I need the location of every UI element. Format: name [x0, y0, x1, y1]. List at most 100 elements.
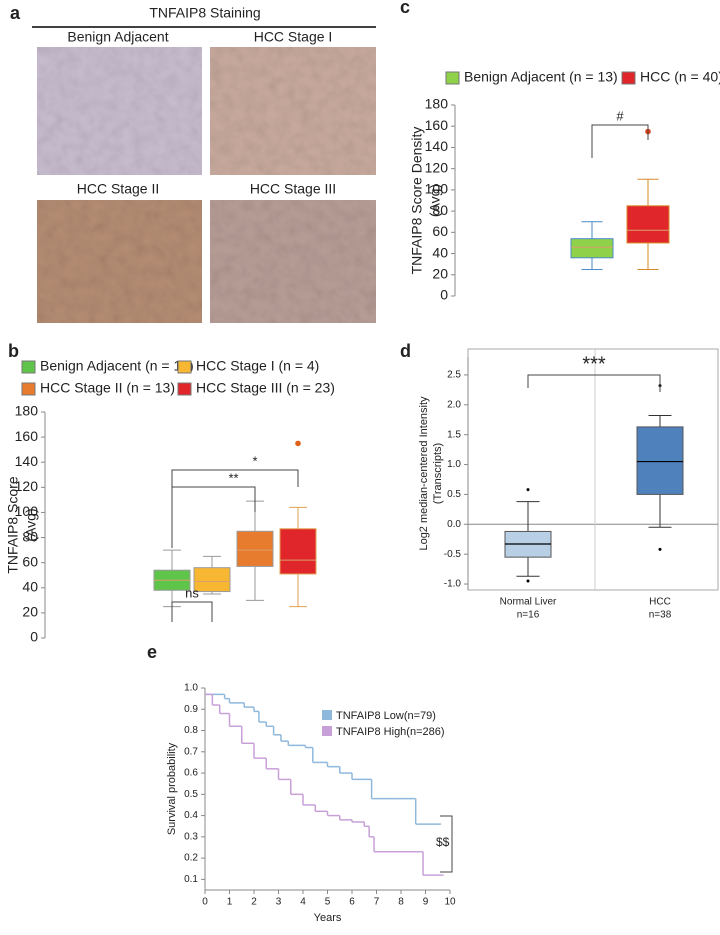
- legend-label: TNFAIP8 Low(n=79): [336, 710, 436, 722]
- x-tick-label: HCC: [649, 597, 671, 608]
- y-tick-label: 100: [425, 181, 449, 197]
- y-tick-label: 0.1: [184, 874, 198, 885]
- y-tick-label: 2.0: [447, 399, 461, 410]
- image-label: HCC Stage I: [254, 29, 333, 45]
- micrograph: [37, 200, 202, 323]
- y-axis-label: (Avg): [23, 508, 39, 541]
- y-tick-label: 40: [22, 578, 38, 594]
- panel-title: TNFAIP8 Staining: [149, 5, 260, 21]
- significance-label: *: [252, 453, 257, 468]
- x-tick-label: 2: [251, 897, 257, 908]
- y-tick-label: 0.6: [184, 768, 198, 779]
- significance-label: ***: [582, 353, 606, 375]
- box: [636, 426, 684, 495]
- legend-label: HCC Stage I (n = 4): [196, 358, 319, 374]
- x-tick-label: 4: [300, 897, 306, 908]
- x-tick-label: 1: [227, 897, 233, 908]
- legend-key: [21, 360, 36, 374]
- y-axis-label: TNFAIP8 Score: [5, 476, 21, 573]
- significance-bracket: [591, 124, 649, 158]
- outlier: [295, 440, 301, 447]
- y-tick-label: 0.3: [184, 831, 198, 842]
- y-tick-label: 0.2: [184, 853, 198, 864]
- y-tick-label: 0: [440, 287, 448, 303]
- y-tick-label: 60: [22, 553, 38, 569]
- y-axis-label: (Transcripts): [432, 443, 444, 504]
- y-tick-label: 80: [22, 528, 38, 544]
- legend-label: TNFAIP8 High(n=286): [336, 726, 445, 738]
- significance-label: #: [616, 108, 624, 123]
- legend-key: [621, 71, 636, 85]
- x-tick-label: 10: [444, 897, 456, 908]
- y-tick-label: 0.5: [447, 489, 461, 500]
- box: [570, 238, 614, 259]
- panel-label: d: [400, 341, 411, 361]
- panel-label: c: [400, 0, 410, 17]
- y-tick-label: 0.5: [184, 789, 198, 800]
- y-tick-label: 100: [15, 503, 39, 519]
- significance-bracket: [527, 374, 661, 392]
- legend-label: Benign Adjacent (n = 13): [40, 358, 194, 374]
- x-axis-label: Years: [314, 912, 342, 924]
- y-tick-label: 180: [15, 403, 39, 419]
- y-tick-label: 0.8: [184, 725, 198, 736]
- y-axis-label: Survival probability: [166, 742, 178, 835]
- y-tick-label: 20: [22, 604, 38, 620]
- image-label: HCC Stage III: [250, 181, 336, 197]
- significance-bracket: [171, 601, 213, 622]
- y-tick-label: 160: [15, 428, 39, 444]
- y-tick-label: 120: [15, 478, 39, 494]
- significance-label: ns: [185, 585, 199, 600]
- box: [279, 528, 317, 575]
- y-tick-label: 1.0: [447, 459, 461, 470]
- micrograph: [210, 47, 376, 175]
- y-tick-label: -1.0: [444, 579, 462, 590]
- micrograph: [210, 200, 376, 323]
- y-tick-label: 1.0: [184, 683, 198, 694]
- legend-key: [21, 382, 36, 396]
- x-tick-sublabel: n=38: [649, 610, 672, 621]
- y-tick-label: 0.4: [184, 810, 198, 821]
- y-tick-label: 2.5: [447, 370, 461, 381]
- y-tick-label: 140: [425, 138, 449, 154]
- legend-key: [322, 710, 332, 720]
- x-tick-sublabel: n=16: [517, 610, 540, 621]
- outlier: [526, 488, 530, 492]
- x-tick-label: Normal Liver: [500, 597, 557, 608]
- y-tick-label: 40: [432, 244, 448, 260]
- significance-label: **: [228, 470, 238, 485]
- y-tick-label: 0.0: [447, 519, 461, 530]
- legend-label: Benign Adjacent (n = 13): [464, 69, 618, 85]
- box: [626, 205, 670, 244]
- y-tick-label: 60: [432, 223, 448, 239]
- x-tick-label: 7: [374, 897, 380, 908]
- panel-label: b: [8, 341, 19, 361]
- significance-label: $$: [436, 835, 450, 849]
- image-label: Benign Adjacent: [67, 29, 168, 45]
- y-tick-label: 1.5: [447, 429, 461, 440]
- x-tick-label: 3: [276, 897, 282, 908]
- legend-key: [177, 360, 192, 374]
- micrograph: [37, 47, 202, 175]
- y-axis-label: TNFAIP8 Score Density: [409, 127, 425, 275]
- box: [193, 567, 231, 593]
- x-tick-label: 5: [325, 897, 331, 908]
- x-tick-label: 6: [349, 897, 355, 908]
- panel-label: e: [147, 642, 157, 662]
- y-tick-label: 0.7: [184, 746, 198, 757]
- y-axis-label: Log2 median-centered Intensity: [418, 396, 430, 551]
- legend-key: [177, 382, 192, 396]
- x-tick-label: 0: [202, 897, 208, 908]
- legend-label: HCC Stage III (n = 23): [196, 380, 335, 396]
- y-axis-label: (Avg): [427, 184, 443, 217]
- y-tick-label: 120: [425, 159, 449, 175]
- significance-bracket: [440, 815, 453, 873]
- y-tick-label: 0.9: [184, 704, 198, 715]
- y-tick-label: 140: [15, 453, 39, 469]
- legend-label: HCC (n = 40): [640, 69, 720, 85]
- legend-key: [445, 71, 460, 85]
- y-tick-label: -0.5: [444, 549, 462, 560]
- y-tick-label: 80: [432, 202, 448, 218]
